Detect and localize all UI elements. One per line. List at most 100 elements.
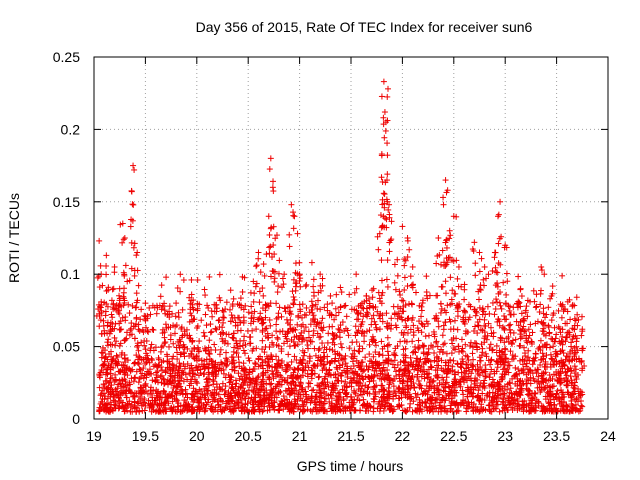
data-point: [291, 296, 298, 303]
x-tick-label: 20: [189, 428, 205, 444]
data-point: [266, 166, 273, 173]
data-point: [222, 387, 229, 394]
data-point: [384, 334, 391, 341]
data-point: [410, 332, 417, 339]
data-point: [377, 212, 384, 219]
data-point: [435, 323, 442, 330]
data-point: [506, 307, 513, 314]
data-point: [423, 289, 430, 296]
data-point: [270, 188, 277, 195]
data-point: [381, 191, 388, 198]
data-point: [180, 277, 187, 284]
data-point: [227, 306, 234, 313]
data-point: [435, 235, 442, 241]
data-point: [216, 351, 223, 358]
data-point: [131, 240, 138, 247]
data-point: [562, 334, 569, 341]
data-point: [297, 275, 304, 282]
data-point: [489, 346, 496, 353]
data-point: [503, 291, 510, 298]
data-point: [486, 310, 493, 317]
data-point: [236, 314, 243, 321]
data-point: [338, 344, 345, 351]
data-point: [294, 365, 301, 372]
data-point: [380, 190, 387, 197]
data-point: [442, 290, 449, 297]
data-point: [415, 337, 422, 344]
data-point: [382, 127, 389, 134]
data-point: [260, 261, 267, 268]
data-point: [205, 344, 212, 351]
data-point: [537, 290, 544, 297]
data-point: [98, 349, 105, 356]
data-point: [481, 316, 488, 323]
data-point: [150, 387, 157, 394]
data-point: [398, 297, 405, 304]
data-point: [378, 338, 385, 345]
data-point: [228, 312, 235, 319]
data-points: [93, 78, 588, 415]
data-point: [337, 340, 344, 347]
data-point: [201, 286, 208, 293]
data-point: [141, 312, 148, 319]
data-point: [198, 317, 205, 324]
data-point: [443, 350, 450, 357]
data-point: [545, 304, 552, 311]
data-point: [127, 223, 134, 230]
data-point: [512, 364, 519, 371]
data-point: [263, 251, 270, 258]
data-point: [439, 283, 446, 290]
data-point: [311, 345, 318, 352]
data-point: [527, 321, 534, 328]
data-point: [491, 311, 498, 318]
data-point: [543, 311, 550, 318]
data-point: [507, 348, 514, 355]
data-point: [302, 283, 309, 290]
data-point: [500, 279, 507, 286]
data-point: [472, 323, 479, 330]
data-point: [308, 387, 315, 394]
data-point: [459, 356, 466, 363]
data-point: [537, 337, 544, 344]
data-point: [542, 314, 549, 321]
data-point: [492, 305, 499, 312]
data-point: [208, 307, 215, 314]
data-point: [342, 378, 349, 385]
data-point: [353, 271, 360, 278]
data-point: [206, 337, 213, 344]
data-point: [222, 306, 229, 313]
data-point: [286, 243, 293, 250]
data-point: [366, 327, 373, 334]
data-point: [111, 263, 118, 270]
data-point: [270, 178, 277, 185]
data-point: [486, 402, 493, 409]
data-point: [407, 273, 414, 280]
data-point: [259, 337, 266, 344]
data-point: [378, 93, 385, 100]
y-tick-label: 0.25: [53, 49, 80, 65]
data-point: [328, 395, 335, 402]
data-point: [479, 305, 486, 312]
data-point: [404, 237, 411, 244]
data-point: [122, 262, 129, 269]
data-point: [487, 361, 494, 368]
data-point: [294, 321, 301, 328]
data-point: [559, 326, 566, 333]
data-point: [292, 260, 299, 267]
data-point: [475, 387, 482, 394]
data-point: [305, 364, 312, 371]
data-point: [316, 373, 323, 380]
data-point: [230, 334, 237, 341]
data-point: [571, 363, 578, 370]
data-point: [244, 400, 251, 407]
data-point: [307, 407, 314, 414]
data-point: [481, 263, 488, 270]
data-point: [310, 276, 317, 283]
data-point: [103, 252, 110, 259]
data-point: [315, 347, 322, 354]
data-point: [507, 385, 514, 392]
data-point: [173, 300, 180, 307]
data-point: [256, 299, 263, 306]
data-point: [471, 239, 478, 246]
data-point: [458, 336, 465, 343]
